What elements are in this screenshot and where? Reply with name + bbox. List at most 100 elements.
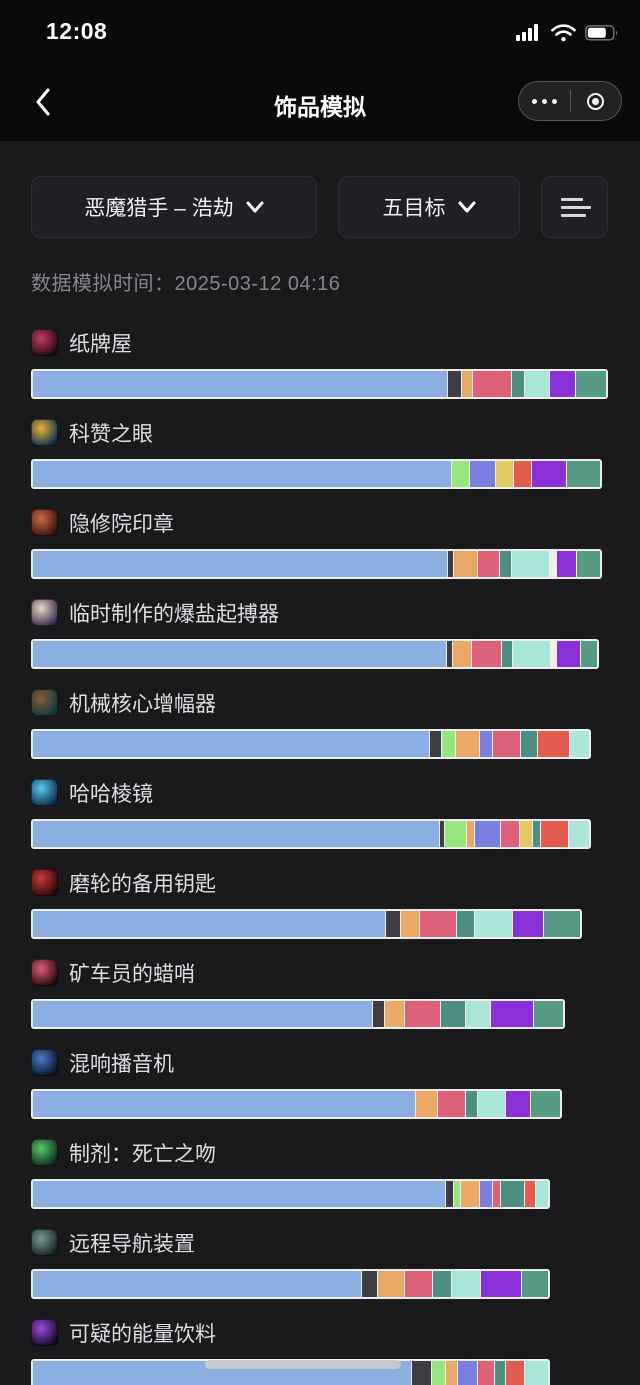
trinket-icon[interactable]: [31, 1229, 58, 1256]
chevron-down-icon: [246, 201, 264, 213]
bar-segment-rose: [472, 371, 511, 397]
trinket-dps-bar[interactable]: [31, 369, 608, 399]
bar-segment-rose: [477, 1361, 495, 1385]
trinket-row: 临时制作的爆盐起搏器: [31, 599, 608, 689]
bar-segment-teal: [495, 1361, 506, 1385]
trinket-row: 科赞之眼: [31, 419, 608, 509]
trinket-header: 哈哈棱镜: [31, 779, 608, 806]
bar-segment-teal: [466, 1091, 478, 1117]
bar-segment-orange: [378, 1271, 405, 1297]
trinket-dps-bar[interactable]: [31, 1269, 551, 1299]
bar-segment-mint: [525, 1361, 549, 1385]
bar-segment-purple: [506, 1091, 530, 1117]
trinket-row: 纸牌屋: [31, 329, 608, 419]
bar-segment-red: [538, 731, 569, 757]
class-spec-select[interactable]: 恶魔猎手 – 浩劫: [31, 176, 317, 238]
bar-segment-blue: [33, 551, 447, 577]
simulation-timestamp: 数据模拟时间：2025-03-12 04:16: [31, 267, 340, 296]
trinket-row: 隐修院印章: [31, 509, 608, 599]
trinket-dps-bar[interactable]: [31, 999, 565, 1029]
bar-segment-teal: [500, 1181, 525, 1207]
bar-segment-red: [525, 1181, 536, 1207]
bar-segment-dark: [411, 1361, 431, 1385]
trinket-dps-bar[interactable]: [31, 1179, 551, 1209]
bar-segment-blue: [33, 821, 439, 847]
trinket-header: 机械核心增幅器: [31, 689, 608, 716]
bar-segment-orange: [461, 371, 472, 397]
bar-segment-orange: [455, 731, 480, 757]
bar-segment-orange: [466, 821, 474, 847]
bar-segment-blue: [33, 371, 447, 397]
trinket-name: 临时制作的爆盐起搏器: [69, 602, 279, 626]
bar-segment-dark: [362, 1271, 378, 1297]
bar-segment-red: [513, 461, 531, 487]
sort-options-button[interactable]: [541, 176, 608, 238]
trinket-header: 远程导航装置: [31, 1229, 608, 1256]
bar-segment-dark: [446, 641, 452, 667]
trinket-name: 磨轮的备用钥匙: [69, 872, 216, 896]
bar-segment-purple: [531, 461, 566, 487]
bar-segment-mint: [511, 551, 550, 577]
cellular-signal-icon: [516, 24, 542, 42]
trinket-icon[interactable]: [31, 869, 58, 896]
trinket-header: 可疑的能量饮料: [31, 1319, 608, 1346]
bar-segment-mint: [569, 731, 589, 757]
trinket-dps-bar[interactable]: [31, 639, 600, 669]
bar-segment-dark: [446, 1181, 453, 1207]
trinket-icon[interactable]: [31, 509, 58, 536]
status-bar: 12:08: [0, 0, 640, 62]
trinket-dps-bar[interactable]: [31, 909, 583, 939]
target-count-select[interactable]: 五目标: [338, 176, 520, 238]
trinket-dps-bar[interactable]: [31, 729, 591, 759]
trinket-icon[interactable]: [31, 1319, 58, 1346]
bar-segment-mint: [465, 1001, 490, 1027]
bar-segment-seagreen: [530, 1091, 560, 1117]
trinket-dps-bar[interactable]: [31, 819, 591, 849]
back-button[interactable]: [22, 80, 62, 124]
trinket-icon[interactable]: [31, 599, 58, 626]
trinket-list: 纸牌屋科赞之眼 隐修院印章临时制作的爆盐起搏器机械核心增幅器 哈哈棱镜磨轮的备用钥匙…: [31, 329, 608, 1385]
bar-segment-rose: [501, 821, 520, 847]
nav-bar: 饰品模拟: [0, 62, 640, 141]
trinket-dps-bar[interactable]: [31, 1089, 562, 1119]
trinket-name: 矿车员的蜡哨: [69, 962, 195, 986]
bar-segment-rose: [477, 551, 499, 577]
more-button[interactable]: [519, 82, 570, 120]
trinket-icon[interactable]: [31, 1049, 58, 1076]
trinket-icon[interactable]: [31, 419, 58, 446]
capsule-divider: [569, 90, 571, 112]
bar-segment-rose: [405, 1271, 432, 1297]
bar-segment-red: [541, 821, 568, 847]
bar-segment-orange: [453, 551, 477, 577]
bar-segment-teal: [457, 911, 475, 937]
bar-segment-periwinkle: [480, 731, 493, 757]
trinket-header: 临时制作的爆盐起搏器: [31, 599, 608, 626]
trinket-icon[interactable]: [31, 329, 58, 356]
chevron-left-icon: [35, 88, 50, 116]
trinket-dps-bar[interactable]: [31, 459, 603, 489]
bar-segment-mint: [478, 1091, 506, 1117]
bar-segment-rose: [437, 1091, 466, 1117]
trinket-header: 矿车员的蜡哨: [31, 959, 608, 986]
scrollbar-indicator[interactable]: [205, 1360, 401, 1369]
bar-segment-teal: [511, 371, 525, 397]
close-minimize-button[interactable]: [571, 82, 622, 120]
bar-segment-seagreen: [533, 1001, 563, 1027]
bar-segment-teal: [432, 1271, 451, 1297]
trinket-dps-bar[interactable]: [31, 1359, 551, 1385]
trinket-icon[interactable]: [31, 1139, 58, 1166]
trinket-name: 纸牌屋: [69, 332, 132, 356]
bar-segment-orange: [460, 1181, 479, 1207]
chevron-down-icon: [458, 201, 476, 213]
bar-segment-dark: [429, 731, 441, 757]
bar-segment-teal: [499, 551, 511, 577]
bar-segment-dark: [447, 551, 453, 577]
trinket-dps-bar[interactable]: [31, 549, 603, 579]
trinket-header: 纸牌屋: [31, 329, 608, 356]
trinket-icon[interactable]: [31, 689, 58, 716]
status-time: 12:08: [46, 18, 108, 44]
bar-segment-orange: [452, 641, 471, 667]
trinket-icon[interactable]: [31, 779, 58, 806]
filter-row: 恶魔猎手 – 浩劫 五目标: [0, 176, 640, 238]
trinket-icon[interactable]: [31, 959, 58, 986]
